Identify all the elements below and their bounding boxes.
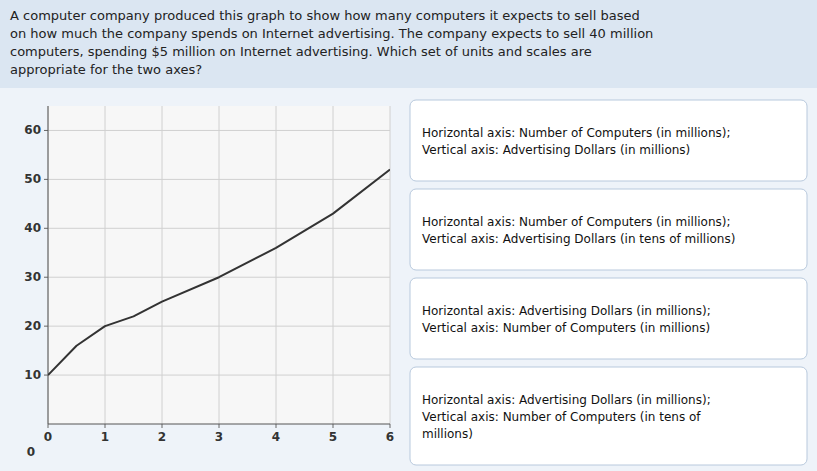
tick-mark [44,228,48,229]
tick-label: 30 [24,270,41,284]
plot-area [48,106,390,424]
tick-mark [44,277,48,278]
tick-mark [44,179,48,180]
grid-line [48,130,390,131]
line [48,170,390,375]
grid-line [48,326,390,327]
tick-mark [390,424,391,428]
chart: A computer company produced this graph t… [0,0,817,471]
title: A computer company produced this graph t… [10,8,653,77]
tick-label: 50 [24,172,41,186]
tick-label: 5 [329,430,337,444]
data-group [48,170,390,375]
tick-label: 2 [158,430,166,444]
option-text: Horizontal axis: Advertising Dollars (in… [422,304,711,335]
y-axis [48,106,49,424]
option-text: Horizontal axis: Number of Computers (in… [422,215,735,246]
option-text: Horizontal axis: Advertising Dollars (in… [422,393,711,441]
grid-line [219,106,220,424]
option-box [410,100,807,181]
question-panel [0,0,817,88]
tick-mark [44,375,48,376]
grid [48,106,390,424]
tick-mark [219,424,220,428]
tick-label: 1 [101,430,109,444]
tick-mark [44,326,48,327]
option-text: Horizontal axis: Number of Computers (in… [422,126,731,157]
grid-line [105,106,106,424]
annotation: 0 [27,445,35,459]
grid-line [276,106,277,424]
tick-label: 20 [24,319,41,333]
option-box [410,367,807,465]
grid-line [390,106,391,424]
tick-mark [105,424,106,428]
tick-label: 6 [386,430,394,444]
tick-mark [276,424,277,428]
grid-line [162,106,163,424]
grid-line [48,106,49,424]
grid-line [333,106,334,424]
tick-label: 0 [44,430,52,444]
tick-label: 3 [215,430,223,444]
grid-line [48,228,390,229]
tick-label: 10 [24,368,41,382]
tick-label: 4 [272,430,280,444]
grid-line [48,179,390,180]
tick-mark [44,130,48,131]
x-axis [48,424,390,425]
tick-label: 40 [24,221,41,235]
background [0,0,817,471]
option-box [410,189,807,270]
grid-line [48,375,390,376]
tick-mark [48,424,49,428]
tick-label: 60 [24,123,41,137]
tick-mark [333,424,334,428]
option-box [410,278,807,359]
tick-mark [162,424,163,428]
